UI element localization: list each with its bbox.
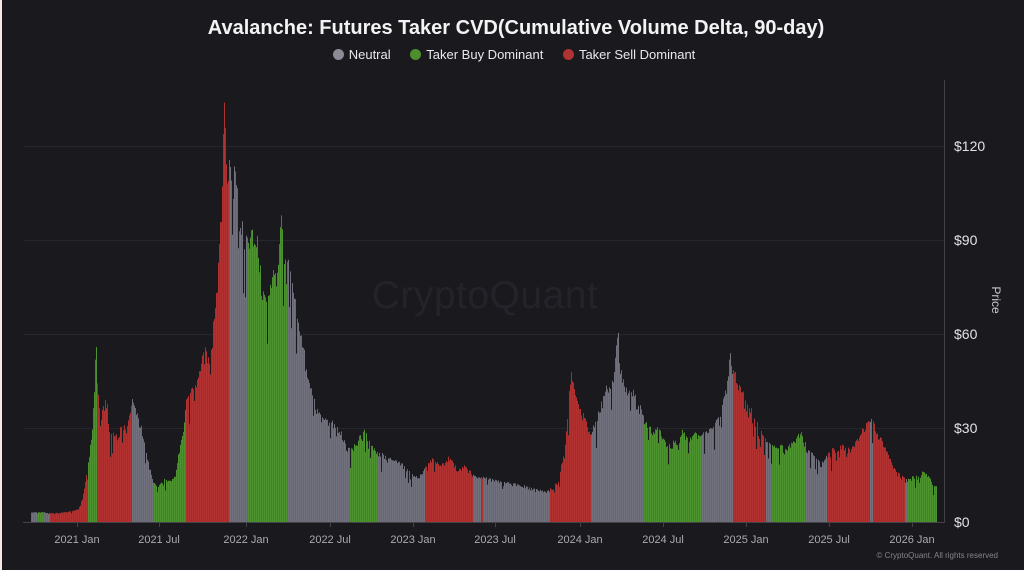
svg-text:2024 Jul: 2024 Jul [642, 534, 684, 546]
svg-text:2024 Jan: 2024 Jan [557, 534, 602, 546]
svg-text:$0: $0 [954, 514, 970, 530]
svg-text:2023 Jul: 2023 Jul [474, 534, 516, 546]
svg-text:$90: $90 [954, 232, 978, 248]
svg-text:$60: $60 [954, 326, 978, 342]
svg-text:2025 Jan: 2025 Jan [723, 534, 768, 546]
svg-text:2022 Jan: 2022 Jan [223, 534, 268, 546]
svg-text:$30: $30 [954, 420, 978, 436]
svg-text:2025 Jul: 2025 Jul [808, 534, 850, 546]
svg-text:Price: Price [989, 286, 1003, 314]
svg-text:2021 Jul: 2021 Jul [138, 534, 180, 546]
svg-text:2023 Jan: 2023 Jan [390, 534, 435, 546]
svg-text:$120: $120 [954, 138, 985, 154]
svg-text:2021 Jan: 2021 Jan [54, 534, 99, 546]
svg-text:2026 Jan: 2026 Jan [889, 534, 934, 546]
svg-text:2022 Jul: 2022 Jul [309, 534, 351, 546]
